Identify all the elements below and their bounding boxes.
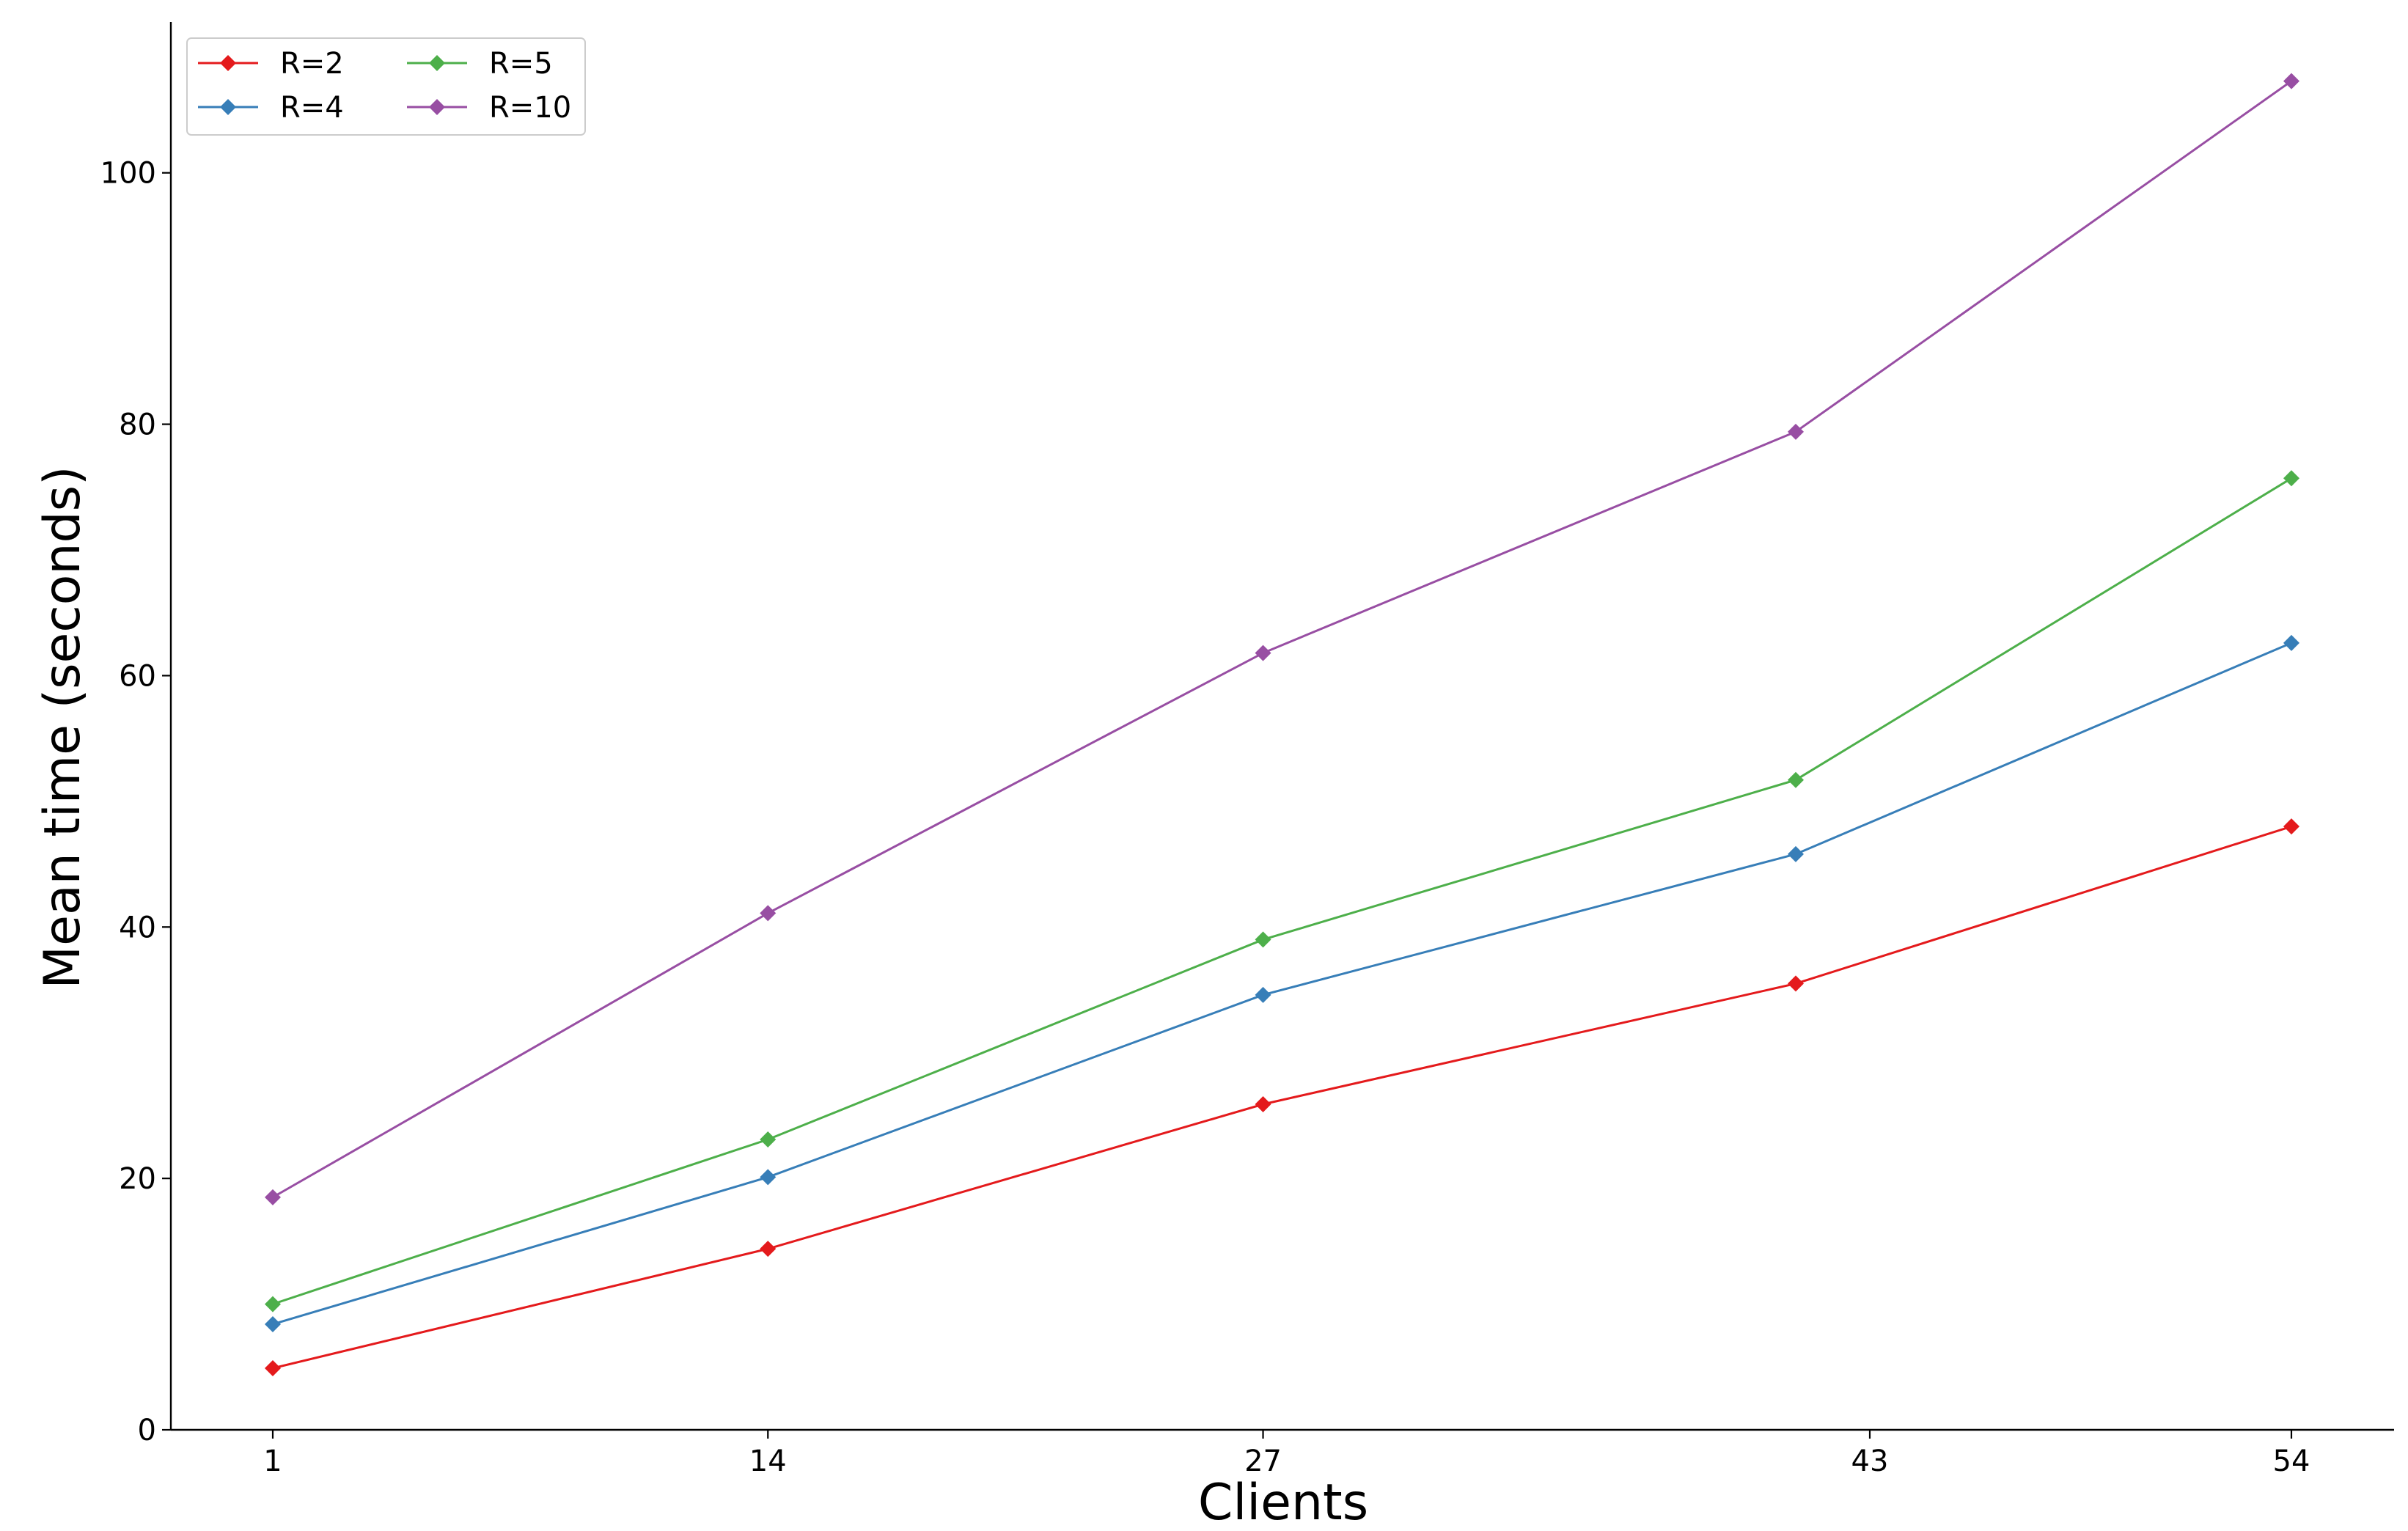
series-r-2 <box>265 818 2299 1376</box>
y-tick-label: 20 <box>119 1162 156 1196</box>
data-point <box>2283 73 2299 89</box>
x-tick-label: 14 <box>749 1444 787 1478</box>
legend-entries: R=2 R=4 R=5 R=10 <box>198 47 571 125</box>
data-point <box>1255 931 1271 948</box>
data-point <box>265 1296 281 1312</box>
data-point <box>760 1241 777 1258</box>
data-point <box>1788 975 1804 992</box>
data-point <box>1255 1096 1271 1112</box>
legend-entry: R=10 <box>407 91 571 125</box>
y-tick-label: 0 <box>138 1414 156 1447</box>
data-point <box>2283 818 2299 835</box>
legend-entry: R=5 <box>407 47 553 81</box>
legend-marker <box>220 55 236 71</box>
series-r-5 <box>265 470 2299 1312</box>
data-point <box>760 1169 777 1186</box>
data-point <box>1255 986 1271 1003</box>
y-tick-label: 100 <box>100 157 156 191</box>
data-point <box>265 1360 281 1376</box>
data-point <box>265 1316 281 1332</box>
y-tick-label: 60 <box>119 659 156 693</box>
legend: R=2 R=4 R=5 R=10 <box>186 37 586 136</box>
data-point <box>1788 423 1804 440</box>
x-tick-label: 27 <box>1244 1444 1282 1478</box>
series-line <box>272 642 2292 1326</box>
data-point <box>760 905 777 922</box>
legend-label: R=5 <box>489 47 553 81</box>
x-tick-label: 43 <box>1851 1444 1889 1478</box>
legend-entry: R=2 <box>198 47 344 81</box>
x-tick-label: 1 <box>263 1444 282 1478</box>
legend-marker <box>429 99 445 115</box>
x-axis-title: Clients <box>1198 1474 1368 1531</box>
series-line <box>272 80 2292 1199</box>
data-point <box>1788 771 1804 788</box>
data-point <box>1255 645 1271 661</box>
legend-label: R=2 <box>280 47 344 81</box>
legend-marker <box>429 55 445 71</box>
y-tick-label: 40 <box>119 911 156 944</box>
y-ticks: 0 20 40 60 80 100 <box>100 157 171 1447</box>
series-line <box>272 825 2292 1370</box>
series-line <box>272 477 2292 1305</box>
data-point <box>1788 845 1804 862</box>
series-r-4 <box>265 634 2299 1332</box>
legend-label: R=10 <box>489 91 571 125</box>
y-tick-label: 80 <box>119 408 156 442</box>
x-tick-label: 54 <box>2273 1444 2310 1478</box>
series-layer <box>265 73 2299 1376</box>
data-point <box>2283 470 2299 487</box>
y-axis-title: Mean time (seconds) <box>34 466 92 988</box>
data-point <box>760 1131 777 1148</box>
legend-box <box>186 37 586 136</box>
axes <box>169 22 2394 1431</box>
data-point <box>2283 634 2299 651</box>
x-ticks: 1 14 27 43 54 <box>263 1430 2310 1478</box>
legend-entry: R=4 <box>198 91 344 125</box>
legend-label: R=4 <box>280 91 344 125</box>
legend-marker <box>220 99 236 115</box>
series-r-10 <box>265 73 2299 1205</box>
data-point <box>265 1189 281 1205</box>
